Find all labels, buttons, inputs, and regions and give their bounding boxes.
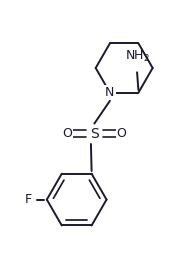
Text: F: F (24, 193, 31, 206)
Text: S: S (90, 127, 99, 141)
Text: N: N (105, 86, 115, 99)
Text: O: O (116, 127, 126, 140)
Text: O: O (62, 127, 72, 140)
Text: NH$_2$: NH$_2$ (124, 49, 150, 64)
